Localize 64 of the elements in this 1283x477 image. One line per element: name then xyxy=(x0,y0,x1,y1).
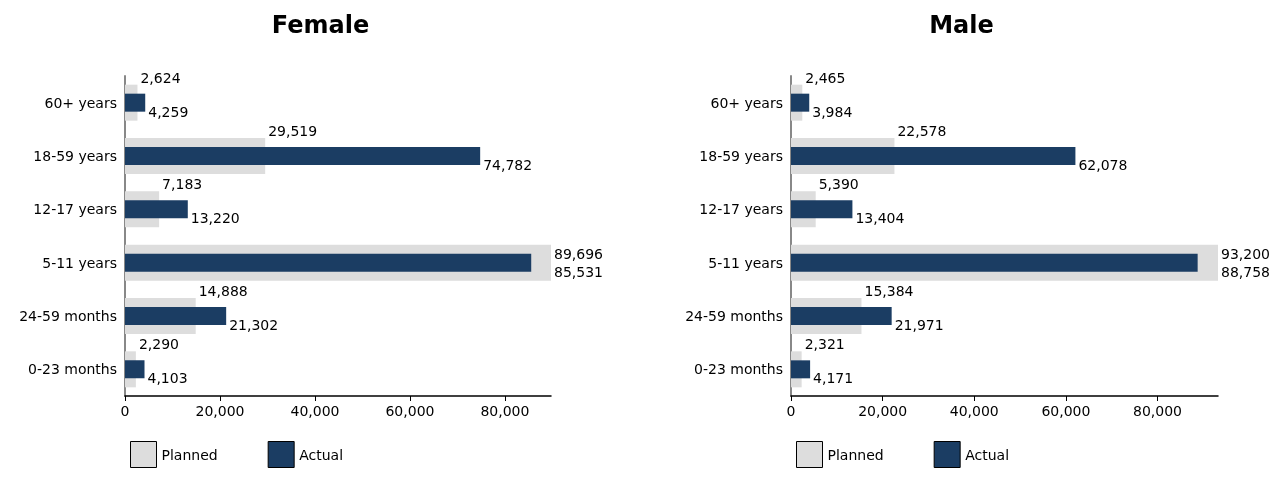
data-label: 2,624 xyxy=(140,69,181,86)
x-tick-label: 80,000 xyxy=(480,403,530,419)
data-label: 74,782 xyxy=(483,157,533,173)
x-tick-label: 20,000 xyxy=(195,403,245,419)
data-label: 62,078 xyxy=(1078,157,1128,173)
y-tick-label: 24-59 months xyxy=(19,308,117,324)
data-label: 93,200 xyxy=(1221,245,1270,262)
bar xyxy=(125,200,188,219)
bar xyxy=(791,200,853,219)
x-tick-label: 60,000 xyxy=(1041,403,1091,419)
x-tick-label: 20,000 xyxy=(858,403,908,419)
x-tick-label: 0 xyxy=(786,403,796,419)
data-label: 13,220 xyxy=(190,210,240,227)
x-tick-label: 40,000 xyxy=(290,403,340,419)
data-label: 13,404 xyxy=(855,210,905,227)
data-label: 88,758 xyxy=(1221,263,1270,280)
data-label: 7,183 xyxy=(162,176,203,193)
y-tick-label: 60+ years xyxy=(44,94,117,111)
y-tick-label: 5-11 years xyxy=(42,254,117,271)
data-label: 4,259 xyxy=(148,103,189,120)
data-label: 2,321 xyxy=(804,336,845,353)
bar xyxy=(791,147,1076,165)
data-label: 89,696 xyxy=(554,245,604,262)
data-label: 22,578 xyxy=(897,123,947,139)
chart-title: Female xyxy=(271,11,370,39)
bar xyxy=(125,360,145,379)
data-label: 15,384 xyxy=(864,283,914,299)
data-label: 29,519 xyxy=(268,123,318,139)
y-tick-label: 18-59 years xyxy=(699,148,783,164)
data-label: 4,171 xyxy=(813,370,854,387)
legend-label: Actual xyxy=(299,446,344,463)
y-tick-label: 0-23 months xyxy=(28,361,117,378)
y-tick-label: 5-11 years xyxy=(708,254,783,271)
bar xyxy=(125,253,532,272)
bar xyxy=(791,307,892,325)
data-label: 5,390 xyxy=(818,176,859,193)
data-label: 4,103 xyxy=(147,370,188,387)
data-label: 2,290 xyxy=(138,336,179,353)
chart-title: Male xyxy=(929,11,994,39)
legend-label: Planned xyxy=(161,446,218,463)
data-label: 85,531 xyxy=(554,263,603,280)
bar xyxy=(125,93,146,112)
y-tick-label: 24-59 months xyxy=(685,308,783,324)
bar xyxy=(125,307,227,325)
bar xyxy=(125,147,481,165)
x-tick-label: 80,000 xyxy=(1133,403,1183,419)
data-label: 2,465 xyxy=(805,69,846,86)
legend-label: Planned xyxy=(827,446,884,463)
x-tick-label: 60,000 xyxy=(385,403,435,419)
data-label: 21,971 xyxy=(894,317,944,333)
x-tick-label: 0 xyxy=(120,403,130,419)
y-tick-label: 18-59 years xyxy=(33,148,117,164)
y-tick-label: 12-17 years xyxy=(33,201,117,218)
bar xyxy=(791,93,810,112)
x-tick-label: 40,000 xyxy=(949,403,999,419)
y-tick-label: 0-23 months xyxy=(694,361,783,378)
legend-label: Actual xyxy=(965,446,1010,463)
y-tick-label: 60+ years xyxy=(710,94,783,111)
y-tick-label: 12-17 years xyxy=(699,201,783,218)
bar xyxy=(791,360,811,379)
data-label: 14,888 xyxy=(198,283,248,299)
data-label: 3,984 xyxy=(812,103,853,120)
bar xyxy=(791,253,1198,272)
data-label: 21,302 xyxy=(229,317,279,333)
